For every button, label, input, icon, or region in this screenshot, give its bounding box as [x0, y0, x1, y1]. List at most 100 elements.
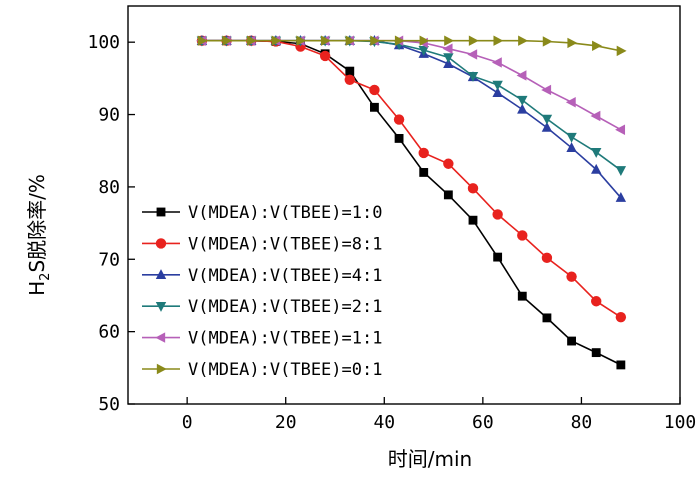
data-point	[591, 163, 602, 174]
data-point	[197, 35, 208, 46]
data-point	[271, 35, 282, 46]
data-point	[419, 35, 430, 46]
data-point	[370, 35, 381, 46]
data-point	[443, 58, 454, 69]
data-point	[592, 40, 602, 51]
data-point	[615, 311, 627, 323]
legend-label: V(MDEA):V(TBEE)=4:1	[188, 266, 382, 286]
x-tick-label: 100	[664, 412, 697, 433]
data-point	[345, 35, 356, 46]
legend-marker	[155, 269, 167, 279]
y-tick-label: 90	[98, 105, 120, 126]
data-point	[442, 43, 453, 54]
data-point	[541, 121, 553, 132]
data-point	[591, 296, 602, 307]
data-point	[443, 190, 453, 200]
x-tick-label: 40	[373, 412, 395, 433]
data-point	[345, 66, 355, 76]
data-point	[370, 102, 379, 112]
data-point	[590, 110, 601, 122]
legend-label: V(MDEA):V(TBEE)=8:1	[188, 234, 382, 254]
legend-label: V(MDEA):V(TBEE)=2:1	[188, 297, 382, 317]
data-point	[542, 313, 552, 323]
y-axis-title-main: H	[25, 281, 49, 296]
data-point	[615, 166, 627, 176]
data-point	[491, 57, 502, 68]
y-axis-title-subscript: 2	[38, 273, 53, 281]
data-point	[615, 124, 626, 135]
data-point	[468, 35, 479, 46]
series-line	[201, 39, 622, 199]
data-point	[517, 230, 528, 241]
data-point	[369, 84, 380, 96]
legend-entry: V(MDEA):V(TBEE)=2:1	[142, 297, 382, 317]
data-point	[566, 132, 577, 143]
series-line	[201, 39, 622, 131]
y-axis-title-rest: S脱除率/%	[25, 174, 49, 272]
data-point	[443, 53, 454, 64]
legend-marker	[156, 207, 166, 217]
data-point	[541, 84, 552, 96]
data-point	[567, 336, 576, 346]
data-point	[492, 80, 503, 91]
legend-label: V(MDEA):V(TBEE)=1:0	[188, 203, 382, 223]
legend-entry: V(MDEA):V(TBEE)=0:1	[142, 360, 382, 380]
data-point	[394, 35, 405, 46]
y-tick-label: 60	[98, 322, 120, 343]
series-line	[201, 39, 622, 171]
data-point	[518, 35, 529, 46]
legend-label: V(MDEA):V(TBEE)=0:1	[188, 360, 382, 380]
data-point	[567, 37, 578, 49]
data-point	[616, 360, 626, 370]
data-point	[394, 134, 404, 143]
data-point	[393, 114, 405, 125]
data-point	[565, 97, 576, 108]
data-point	[591, 148, 602, 158]
data-point	[517, 103, 528, 114]
plot-frame	[127, 5, 681, 405]
data-point	[492, 87, 503, 97]
data-point	[319, 50, 331, 62]
series-3	[196, 35, 627, 202]
x-axis-title: 时间/min	[388, 447, 472, 471]
legend: V(MDEA):V(TBEE)=1:0 V(MDEA):V(TBEE)=8:1 V(…	[142, 203, 382, 380]
data-point	[591, 348, 601, 358]
x-tick-label: 60	[472, 412, 494, 433]
data-point	[541, 252, 553, 264]
data-point	[468, 215, 478, 225]
data-point	[296, 35, 307, 46]
data-point	[467, 183, 479, 194]
data-point	[616, 45, 627, 57]
legend-marker	[155, 332, 166, 343]
data-point	[542, 36, 553, 47]
y-tick-label: 50	[98, 394, 120, 415]
data-point	[419, 168, 429, 177]
y-tick-label: 100	[87, 32, 120, 53]
axes: 50 60 70 80 90 100 0 20 40 60 80 100	[87, 5, 697, 433]
data-point	[320, 35, 331, 46]
data-point	[467, 72, 479, 82]
data-point	[344, 74, 355, 86]
y-tick-label: 70	[98, 249, 120, 270]
data-point	[615, 192, 627, 202]
series-5	[196, 35, 626, 135]
data-point	[516, 70, 527, 81]
data-point	[566, 271, 577, 282]
legend-marker	[156, 363, 167, 375]
data-point	[467, 49, 478, 60]
legend-label: V(MDEA):V(TBEE)=1:1	[188, 329, 382, 349]
data-point	[444, 35, 455, 46]
data-point	[222, 35, 233, 46]
legend-marker	[155, 302, 167, 312]
series-6	[197, 35, 627, 57]
data-point	[493, 252, 503, 262]
data-point	[517, 291, 527, 301]
x-tick-label: 20	[275, 412, 297, 433]
data-point	[247, 35, 257, 46]
legend-entry: V(MDEA):V(TBEE)=8:1	[142, 234, 382, 254]
data-point	[517, 95, 528, 106]
data-point	[443, 158, 454, 169]
data-point	[566, 142, 577, 152]
data-point	[541, 114, 553, 125]
